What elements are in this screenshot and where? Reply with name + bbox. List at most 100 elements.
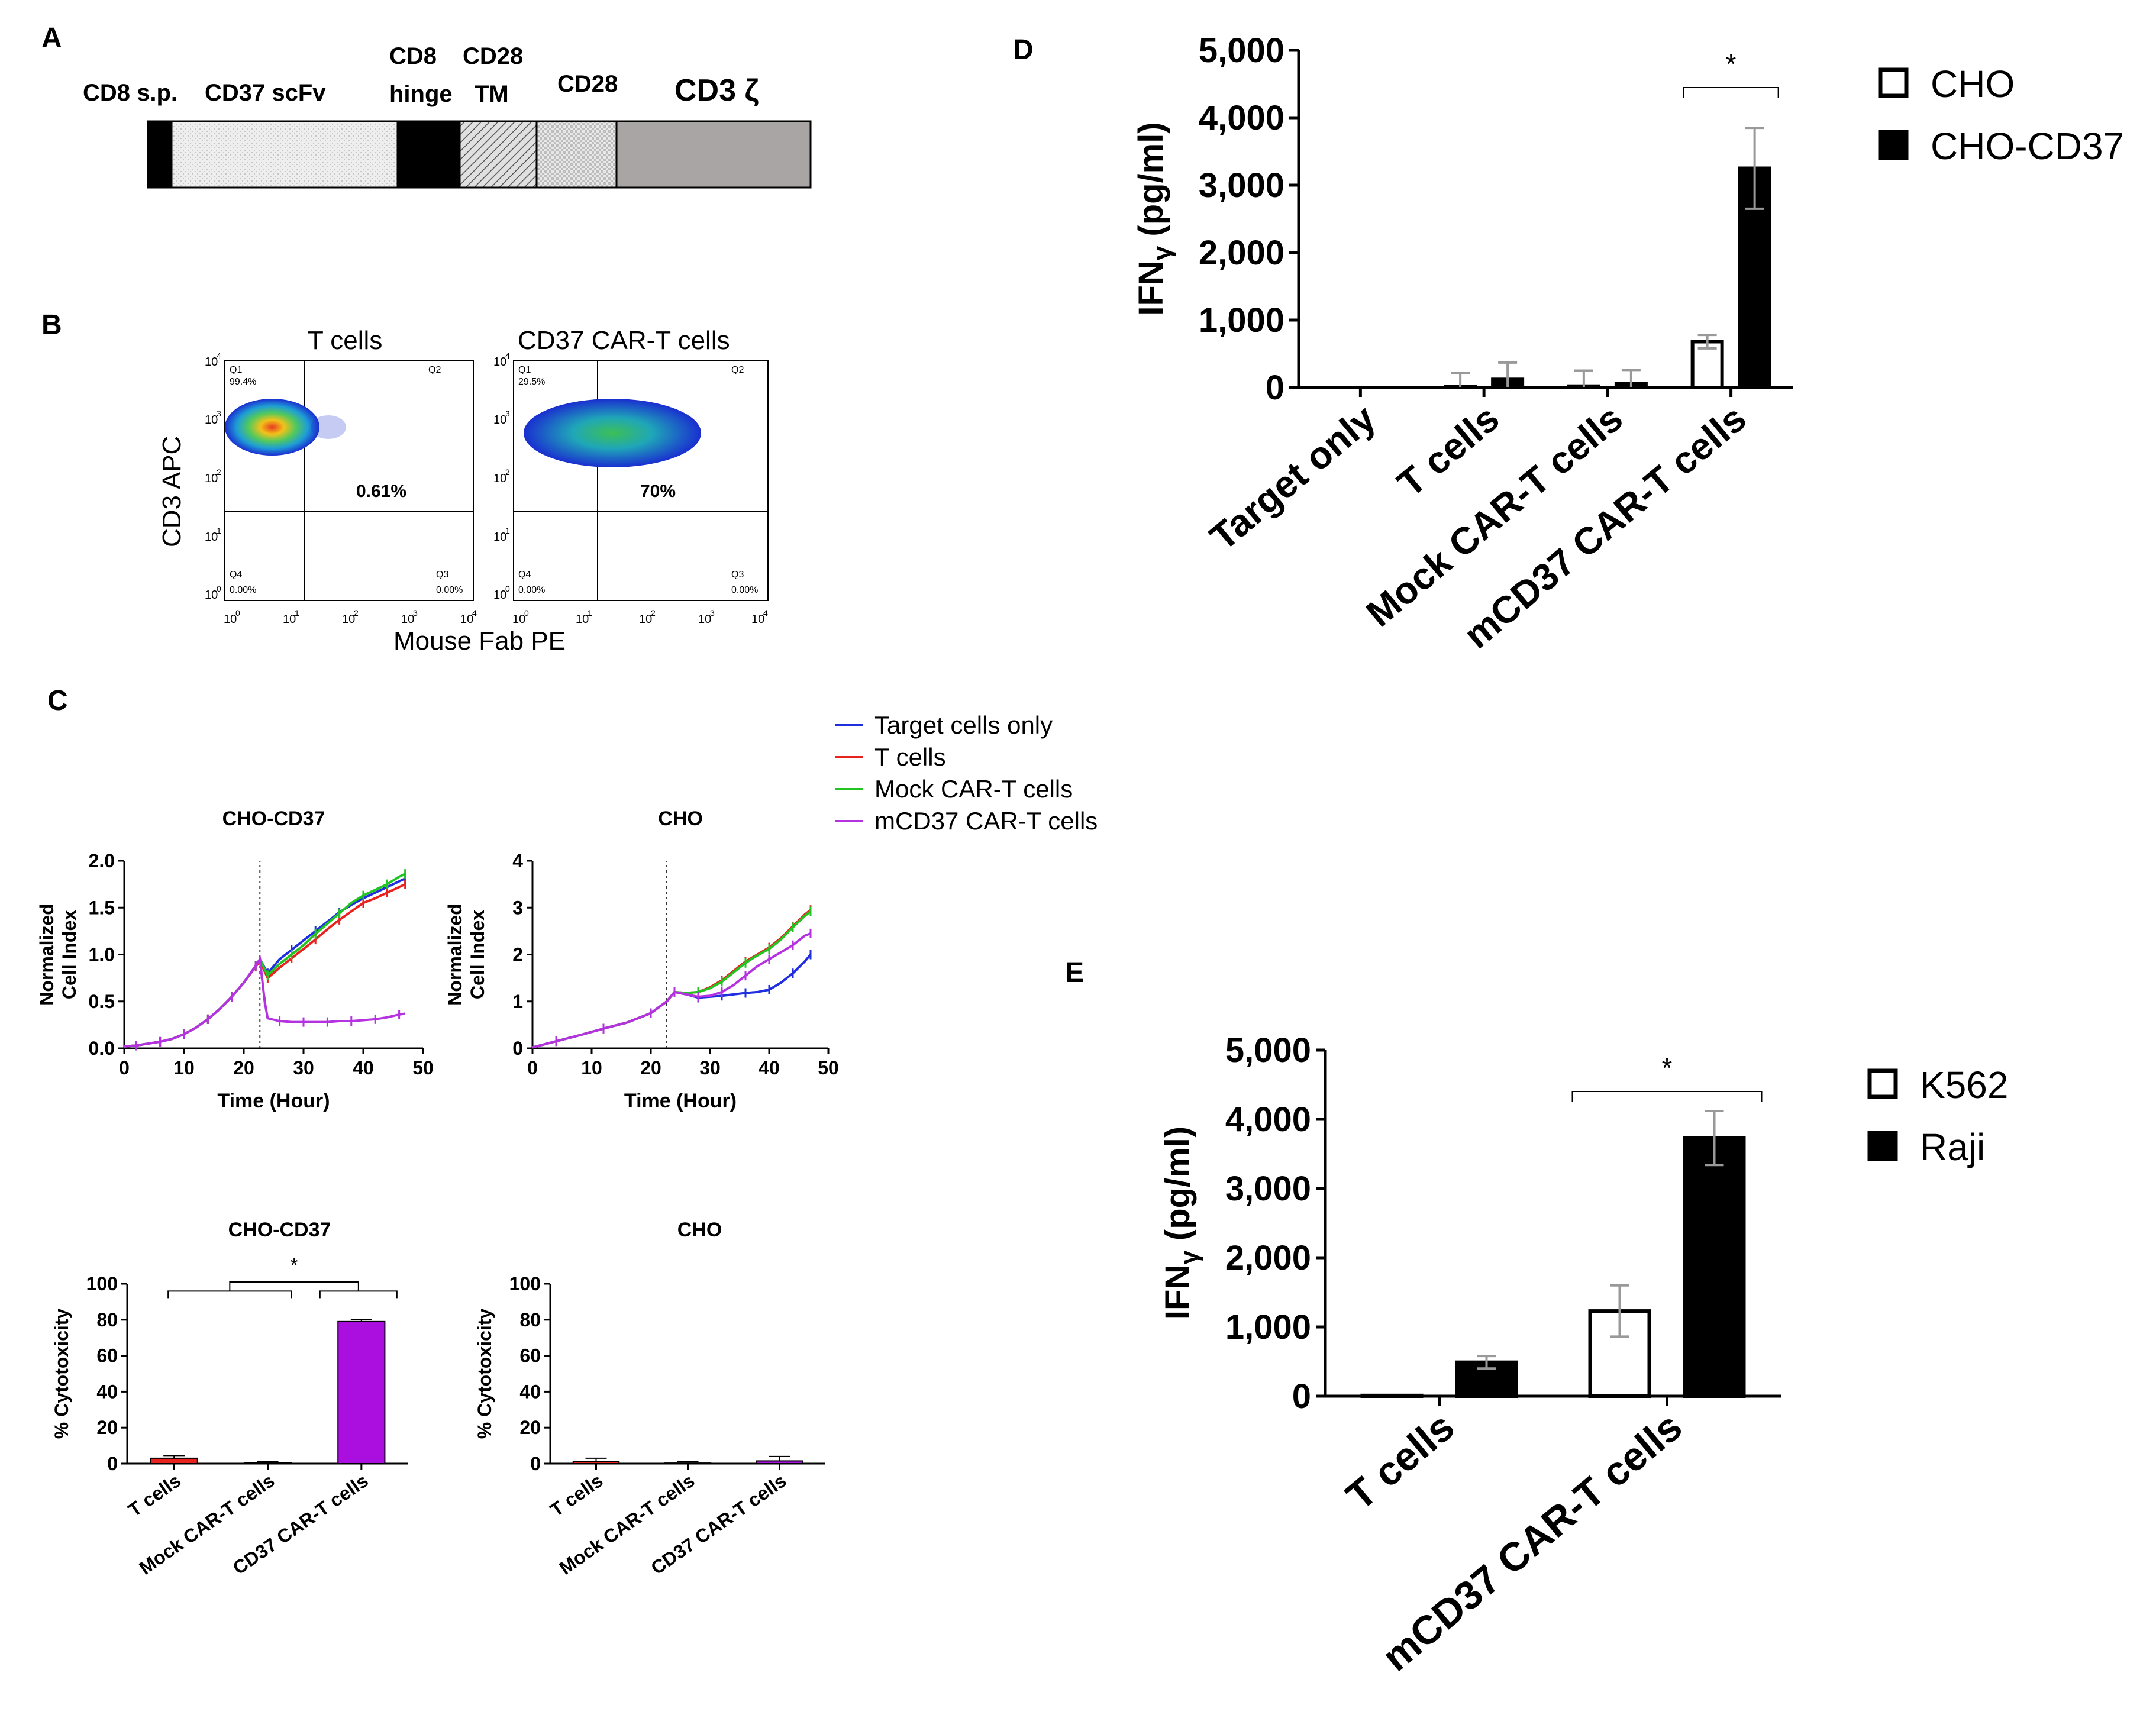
legend-swatch [1867,1068,1898,1099]
x-axis-label: Time (Hour) [624,1090,737,1112]
y-axis-label-sub: γ [1148,246,1177,260]
center-pct: 0.61% [356,482,406,501]
q1-label: Q1 [230,365,242,375]
significance-bracket [319,1290,398,1299]
y-tick-label: 0 [1266,369,1284,407]
svg-text:0: 0 [524,608,529,618]
svg-text:4: 4 [505,351,510,360]
significance-star: * [291,1255,298,1276]
flow-scatter-tail [311,415,346,439]
bar-chart-ifng-k562-raji: 0 1,000 2,000 3,000 4,000 5,000 IFNγ (pg/ml) T … [1158,1031,2008,1680]
y-tick-label: 1.0 [89,944,115,965]
chart-title: CHO [677,1219,722,1241]
center-pct: 70% [640,482,676,501]
significance-bracket [229,1281,359,1291]
x-tick-label: 0 [527,1057,538,1078]
segment-cd28 [535,120,618,189]
y-axis-label: % Cytotoxicity [51,1309,72,1439]
y-axis-label-line: Normalized [36,903,57,1005]
svg-text:2: 2 [354,608,359,618]
legend-swatch [1878,67,1909,98]
svg-text:10: 10 [205,414,218,427]
legend-item-mock: Mock CAR-T cells [874,775,1073,803]
x-tick-label: 50 [412,1057,434,1078]
bar [243,1462,292,1464]
legend-label: Raji [1920,1126,1985,1168]
legend-item-t-cells: T cells [874,743,946,771]
construct-outline [147,120,812,189]
svg-text:10: 10 [224,613,237,626]
x-tick-label: T cells [1389,397,1507,505]
y-axis-label-line: Normalized [444,903,466,1005]
bar [337,1320,386,1465]
bar [756,1460,803,1464]
q4-pct: 0.00% [518,585,545,595]
q4-label: Q4 [230,570,242,580]
x-tick-label: 40 [353,1057,374,1078]
y-tick-label: 3,000 [1199,166,1284,205]
y-tick-label: 4,000 [1225,1100,1311,1139]
y-tick-label: 40 [96,1381,118,1402]
svg-text:3: 3 [710,608,715,618]
x-tick-label: T cells [546,1470,606,1521]
y-tick-label: 2,000 [1199,234,1284,272]
svg-text:10: 10 [460,613,473,626]
y-tick-label: 80 [519,1309,541,1330]
y-tick-label: 0.0 [89,1038,115,1059]
svg-text:10: 10 [493,414,506,427]
svg-text:10: 10 [493,589,506,602]
y-tick-label: 100 [509,1273,541,1294]
x-tick-label: T cells [1338,1404,1463,1519]
series-line [532,954,812,1049]
svg-text:10: 10 [751,613,764,626]
q2-label: Q2 [731,365,744,375]
y-tick-label: 5,000 [1225,1031,1311,1070]
svg-text:10: 10 [342,613,355,626]
svg-text:3: 3 [413,608,418,618]
svg-text:2: 2 [651,608,656,618]
legend-item-target: Target cells only [874,711,1053,739]
flow-xlabel: Mouse Fab PE [393,626,566,655]
segment-label-cd28-tm-line2: TM [475,81,509,107]
svg-text:3: 3 [505,409,510,418]
q3-label: Q3 [731,570,744,580]
bar-chart-ifng-cho: 0 1,000 2,000 3,000 4,000 5,000 IFNγ (pg/ml) Ta… [1132,31,2124,657]
svg-text:10: 10 [493,472,506,485]
flow-plot-car-t-cells: Q1 29.5% Q2 Q4 0.00% Q3 0.00% 70% [513,360,769,601]
y-axis-label-rest: (pg/ml) [1158,1126,1197,1250]
svg-text:10: 10 [205,356,218,369]
x-tick-label: Target only [1202,396,1383,558]
y-tick-label: 60 [96,1345,118,1367]
flow-density-cloud [225,399,319,456]
x-axis-label: Time (Hour) [217,1090,330,1112]
segment-cd37-scfv [170,120,399,189]
flow-density-cloud [524,399,701,467]
svg-text:10: 10 [493,531,506,544]
segment-label-cd28-tm-line1: CD28 [463,43,523,69]
bar [150,1457,198,1464]
y-tick-label: 20 [96,1417,118,1438]
q1-label: Q1 [518,365,531,375]
y-tick-label: 0 [530,1453,541,1474]
line-chart-cho: CHO 0 10 20 30 40 50 0 1 2 3 4 Time (Hour) Normalized… [444,808,839,1112]
x-tick-label: T cells [124,1470,185,1521]
x-tick-label: 20 [640,1057,661,1078]
svg-text:4: 4 [217,351,221,360]
svg-text:10: 10 [576,613,589,626]
svg-text:10: 10 [639,613,652,626]
y-tick-label: 3,000 [1225,1170,1311,1208]
segment-cd3-zeta [615,120,812,189]
segment-label-cd8-hinge-line1: CD8 [389,43,437,69]
y-tick-label: 80 [96,1309,118,1330]
q3-label: Q3 [436,570,448,580]
svg-text:4: 4 [472,608,477,618]
svg-text:10: 10 [512,613,525,626]
svg-text:10: 10 [205,589,218,602]
svg-text:1: 1 [217,526,221,535]
series-line [532,909,812,1049]
legend-label: CHO-CD37 [1931,125,2124,167]
svg-text:3: 3 [217,409,221,418]
segment-cd28-tm [459,120,538,189]
svg-text:10: 10 [493,356,506,369]
